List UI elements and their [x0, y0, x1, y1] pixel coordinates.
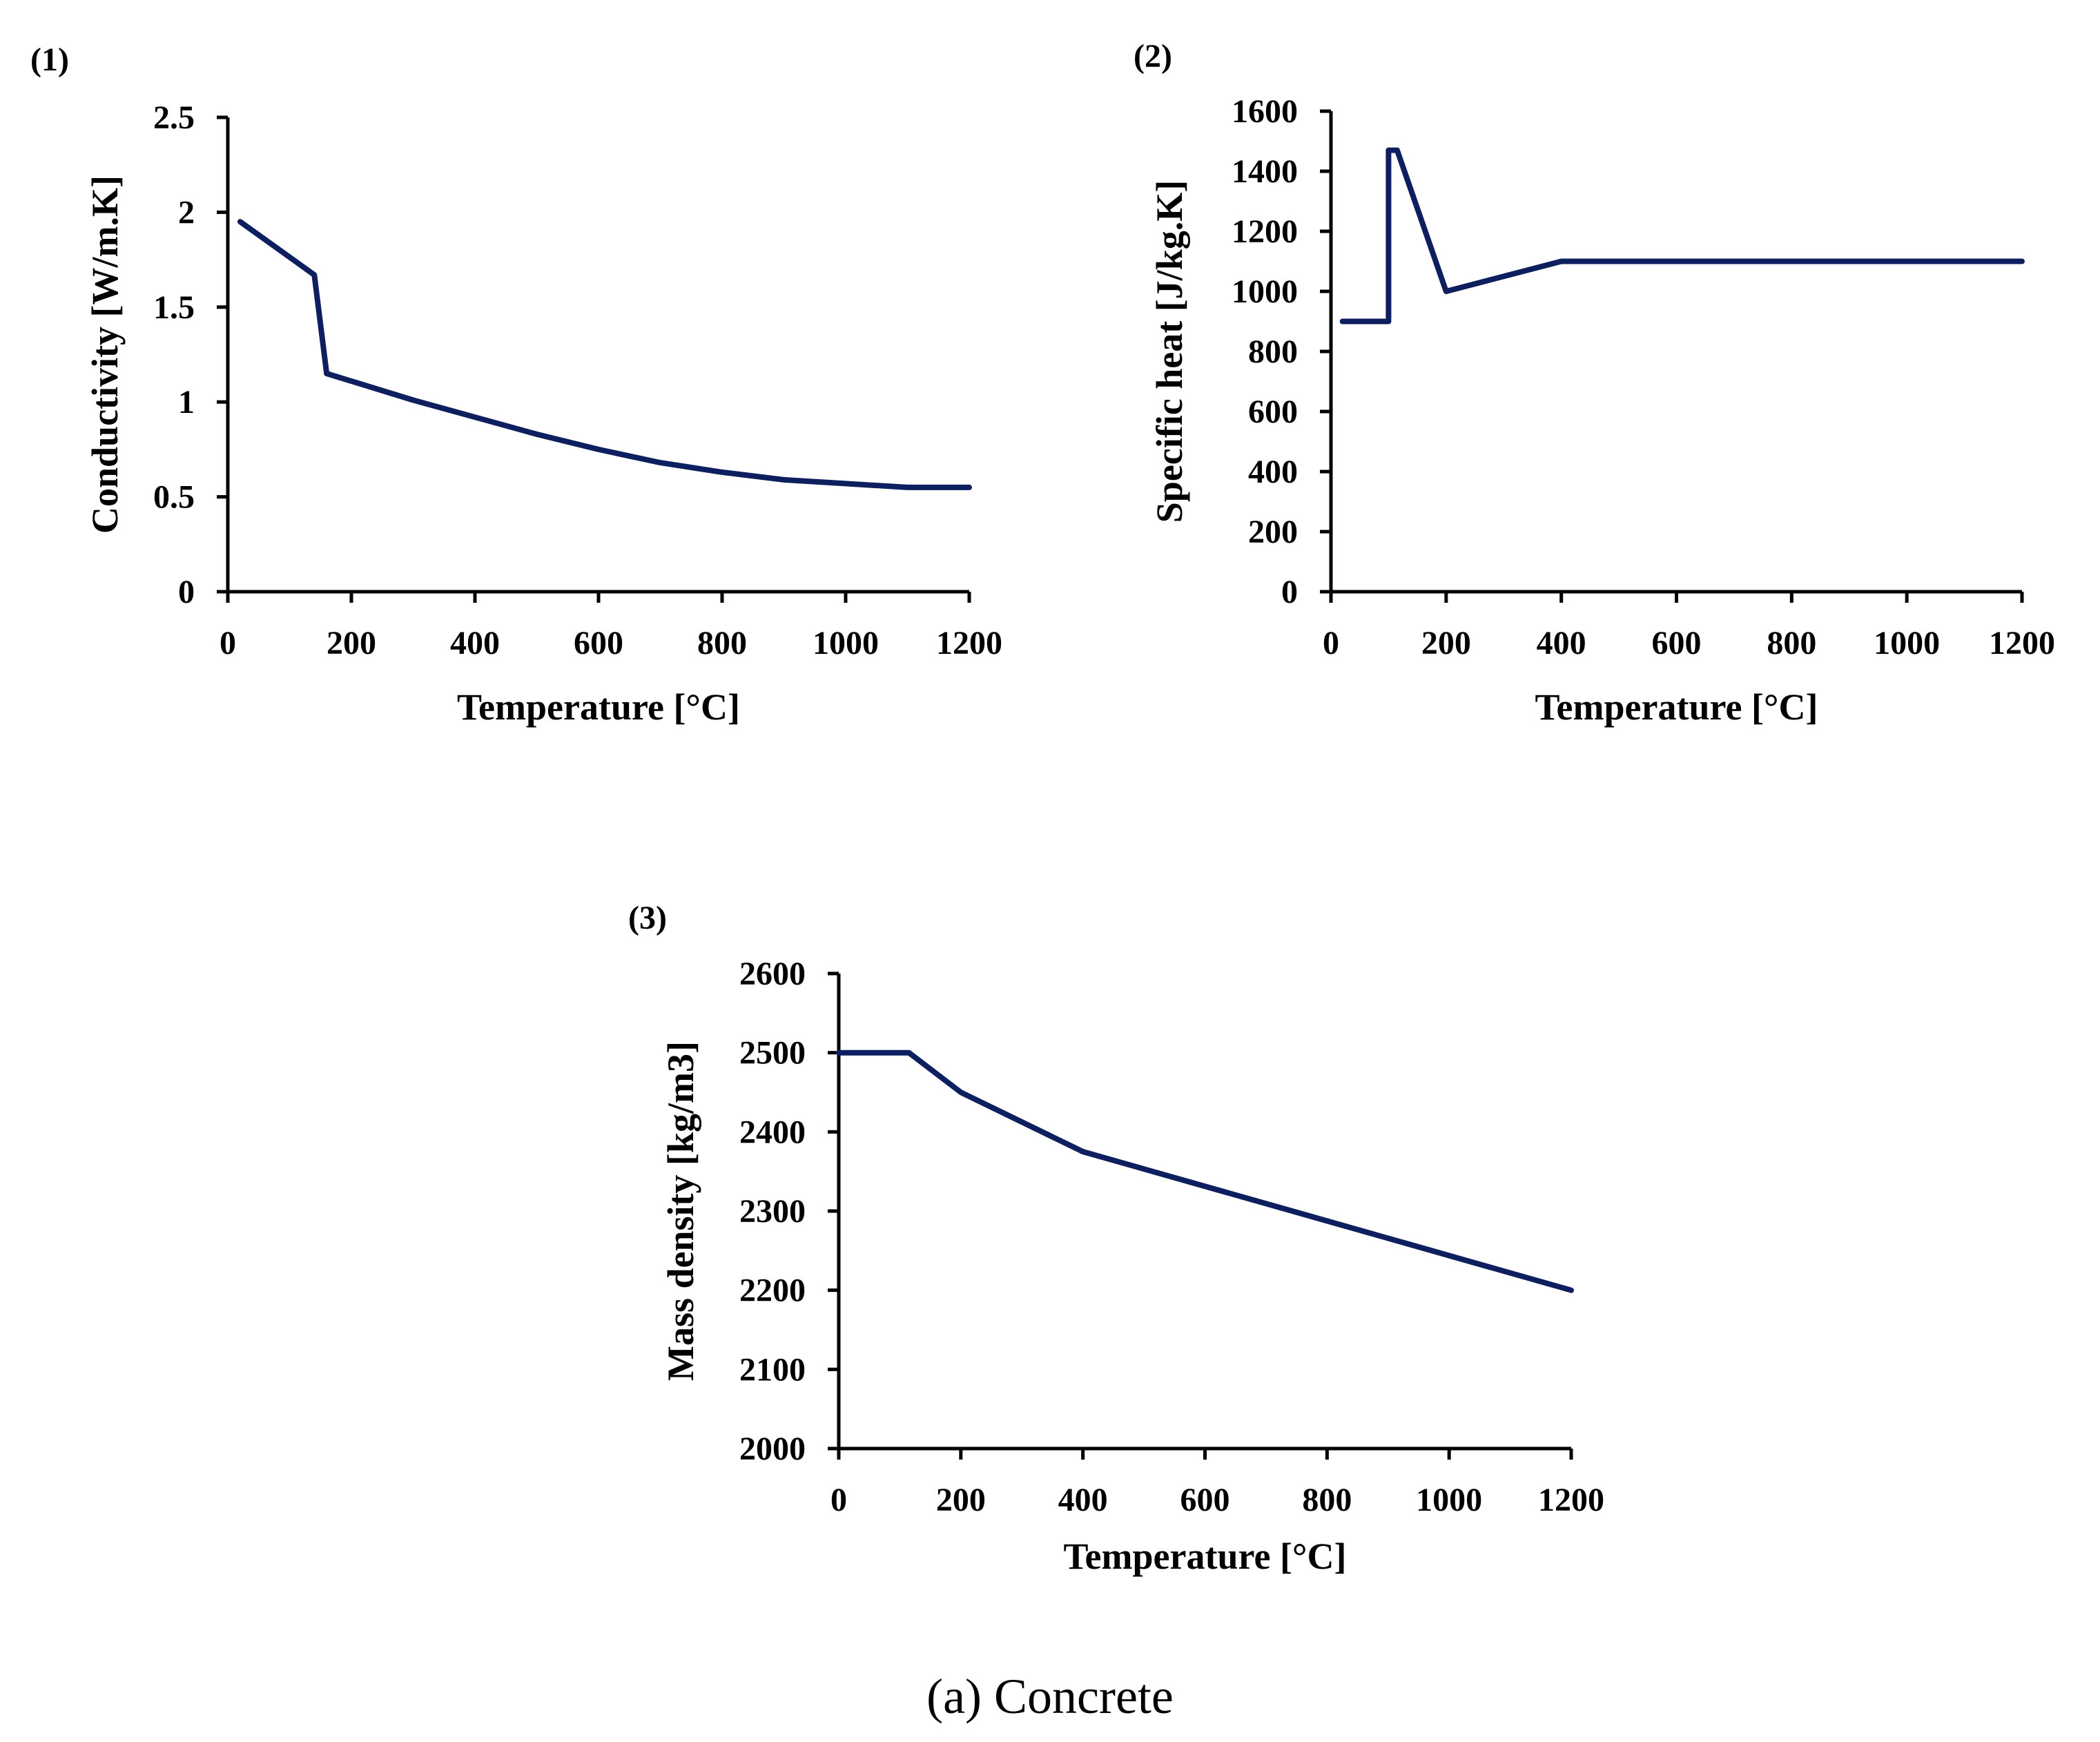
y-tick-label: 2000 [739, 1431, 806, 1467]
y-tick-label: 1600 [1232, 93, 1298, 130]
x-tick-label: 600 [574, 625, 623, 661]
x-tick-label: 400 [450, 625, 500, 661]
series-line-specific-heat [1339, 147, 2025, 325]
y-tick-label: 2200 [739, 1272, 806, 1309]
x-tick-label: 0 [1323, 625, 1339, 661]
x-tick-label: 200 [936, 1482, 986, 1518]
x-tick-label: 400 [1058, 1482, 1108, 1518]
y-tick-label: 2.5 [153, 99, 195, 136]
y-axis-title: Specific heat [J/kg.K] [1149, 180, 1190, 523]
x-tick-label: 200 [327, 625, 376, 661]
x-tick-label: 400 [1537, 625, 1586, 661]
y-tick-label: 600 [1248, 394, 1298, 430]
x-tick-label: 800 [697, 625, 747, 661]
x-axis-title: Temperature [°C] [457, 686, 740, 728]
panel-label-1: (1) [30, 41, 69, 78]
y-tick-label: 1400 [1232, 153, 1298, 190]
y-tick-label: 800 [1248, 333, 1298, 370]
y-axis-title: Conductivity [W/m.K] [84, 175, 126, 534]
chart-conductivity: (1) 0 0.5 1 1.5 2 2.5 0 200 400 600 800 1000 1200 Tem… [30, 41, 1002, 728]
y-tick-label: 2100 [739, 1351, 806, 1388]
caption-text: Concrete [982, 1669, 1174, 1724]
series-line-mass-density [836, 1049, 1574, 1293]
y-tick-label: 0.5 [153, 479, 195, 516]
x-tick-label: 0 [220, 625, 236, 661]
y-tick-label: 0 [178, 574, 195, 610]
x-tick-label: 1200 [936, 625, 1002, 661]
x-tick-label: 1000 [813, 625, 879, 661]
caption-prefix: (a) [926, 1669, 982, 1724]
x-tick-label: 800 [1767, 625, 1816, 661]
x-axis-title: Temperature [°C] [1535, 686, 1818, 728]
y-tick-label: 0 [1281, 574, 1298, 610]
panel-label-2: (2) [1134, 38, 1172, 75]
y-tick-label: 2400 [739, 1114, 806, 1150]
y-tick-label: 2500 [739, 1035, 806, 1072]
x-tick-label: 800 [1302, 1482, 1352, 1518]
y-tick-label: 2600 [739, 956, 806, 992]
x-tick-label: 200 [1421, 625, 1471, 661]
y-tick-label: 1 [178, 384, 195, 420]
x-tick-label: 1200 [1989, 625, 2055, 661]
x-axis-title: Temperature [°C] [1063, 1536, 1346, 1577]
x-tick-label: 600 [1180, 1482, 1230, 1518]
chart-mass-density: (3) 2000 2100 2200 2300 2400 2500 2600 0 200 400 6… [628, 900, 1604, 1577]
series-line-conductivity [237, 219, 972, 490]
x-tick-label: 1000 [1874, 625, 1940, 661]
y-axis-title: Mass density [kg/m3] [660, 1041, 701, 1381]
y-tick-label: 400 [1248, 454, 1298, 490]
y-tick-label: 2300 [739, 1193, 806, 1230]
chart-specific-heat: (2) 0 200 400 600 800 1000 1200 1400 1600 0 200 400… [1134, 38, 2055, 728]
figure-caption: (a) Concrete [926, 1669, 1174, 1724]
y-tick-label: 1000 [1232, 273, 1298, 310]
y-tick-label: 200 [1248, 514, 1298, 550]
panel-label-3: (3) [628, 900, 667, 936]
x-tick-label: 600 [1652, 625, 1702, 661]
y-tick-label: 1200 [1232, 213, 1298, 250]
x-tick-label: 0 [830, 1482, 847, 1518]
y-tick-label: 2 [178, 194, 195, 231]
y-tick-label: 1.5 [153, 289, 195, 326]
x-tick-label: 1200 [1538, 1482, 1604, 1518]
x-tick-label: 1000 [1416, 1482, 1482, 1518]
